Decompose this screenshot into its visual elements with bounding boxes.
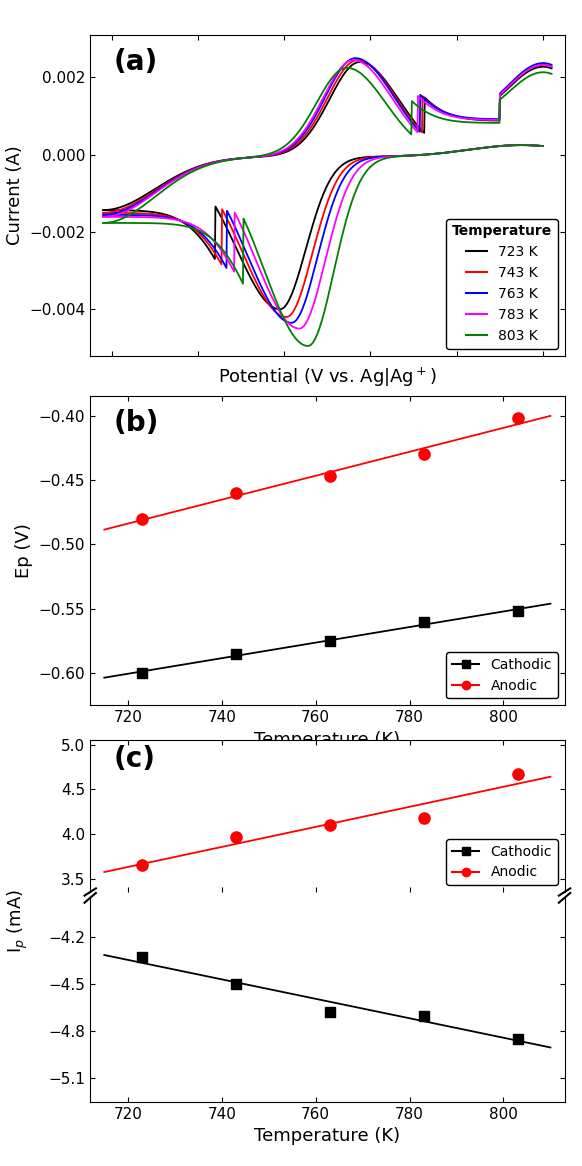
Text: I$_p$ (mA): I$_p$ (mA) bbox=[5, 890, 30, 953]
Y-axis label: Ep (V): Ep (V) bbox=[15, 524, 33, 578]
Point bbox=[513, 602, 522, 620]
X-axis label: Potential (V vs. Ag|Ag$^+$): Potential (V vs. Ag|Ag$^+$) bbox=[218, 366, 437, 389]
Point bbox=[231, 975, 240, 993]
Point bbox=[325, 816, 335, 835]
Point bbox=[419, 445, 428, 464]
Legend: 723 K, 743 K, 763 K, 783 K, 803 K: 723 K, 743 K, 763 K, 783 K, 803 K bbox=[446, 219, 558, 349]
X-axis label: Temperature (K): Temperature (K) bbox=[254, 1128, 400, 1145]
Legend: Cathodic, Anodic: Cathodic, Anodic bbox=[446, 653, 558, 698]
Point bbox=[325, 632, 335, 651]
Point bbox=[513, 1030, 522, 1048]
Text: (b): (b) bbox=[114, 409, 159, 437]
X-axis label: Temperature (K): Temperature (K) bbox=[254, 731, 400, 749]
Point bbox=[325, 466, 335, 485]
Point bbox=[513, 409, 522, 428]
Point bbox=[419, 1006, 428, 1025]
Point bbox=[137, 948, 147, 967]
Point bbox=[137, 510, 147, 528]
Point bbox=[231, 828, 240, 847]
Legend: Cathodic, Anodic: Cathodic, Anodic bbox=[446, 840, 558, 885]
Y-axis label: Current (A): Current (A) bbox=[6, 146, 24, 245]
Point bbox=[513, 765, 522, 784]
Text: (c): (c) bbox=[114, 745, 156, 773]
Point bbox=[137, 856, 147, 874]
Text: (a): (a) bbox=[114, 48, 158, 76]
Point bbox=[419, 809, 428, 828]
Point bbox=[137, 663, 147, 682]
Point bbox=[325, 1003, 335, 1021]
Point bbox=[419, 612, 428, 631]
Point bbox=[231, 484, 240, 503]
Point bbox=[231, 645, 240, 663]
